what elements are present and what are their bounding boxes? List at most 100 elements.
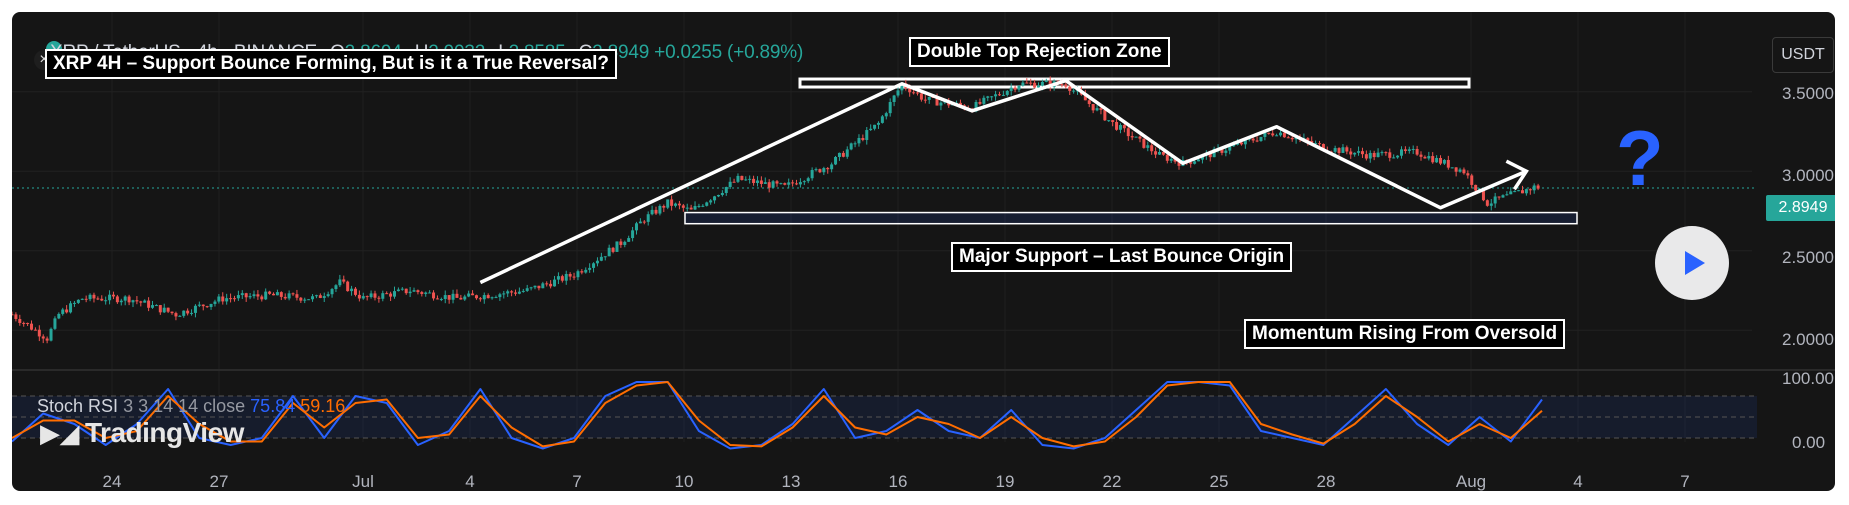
candle-body — [353, 288, 357, 295]
candle-body — [1029, 82, 1033, 84]
candle-body — [1290, 137, 1294, 140]
candle-body — [490, 297, 494, 299]
support-label: Major Support – Last Bounce Origin — [951, 242, 1293, 272]
candle-body — [927, 96, 931, 100]
question-mark: ? — [1616, 114, 1664, 202]
brand-label: TradingView — [85, 417, 244, 448]
candle-body — [1126, 128, 1130, 137]
candle-body — [158, 305, 162, 313]
candle-body — [545, 283, 549, 285]
candle-body — [221, 296, 225, 302]
candle-body — [88, 294, 92, 300]
trend-arrowhead — [1505, 159, 1529, 191]
candle-body — [373, 293, 377, 298]
candle-body — [1353, 152, 1357, 155]
candle-body — [1442, 159, 1446, 164]
candle-body — [1033, 82, 1037, 88]
candle-body — [1134, 136, 1138, 138]
candle-body — [580, 271, 584, 273]
currency-button[interactable]: USDT — [1772, 37, 1834, 73]
candle-body — [880, 116, 884, 123]
candle-body — [463, 296, 467, 300]
candle-body — [115, 296, 119, 303]
candle-body — [69, 303, 73, 313]
candle-body — [697, 205, 701, 207]
candle-body — [603, 256, 607, 258]
candle-body — [830, 164, 834, 170]
candle-body — [1255, 140, 1259, 142]
candle-body — [627, 238, 631, 242]
candle-body — [381, 293, 385, 299]
candle-body — [1509, 191, 1513, 195]
chart-canvas[interactable] — [12, 12, 1835, 491]
candle-body — [634, 223, 638, 231]
candle-body — [716, 194, 720, 197]
candle-body — [556, 276, 560, 280]
candle-body — [1165, 154, 1169, 161]
candle-body — [1524, 189, 1528, 194]
candle-body — [498, 294, 502, 298]
candle-body — [338, 279, 342, 286]
x-tick: 25 — [1209, 472, 1229, 491]
candle-body — [377, 297, 381, 299]
candle-body — [1173, 158, 1177, 162]
candle-body — [41, 336, 45, 339]
oscillator-params: 3 3 14 14 close — [123, 396, 246, 416]
x-tick: 13 — [781, 472, 801, 491]
candle-body — [759, 180, 763, 184]
candle-body — [1064, 84, 1068, 87]
candle-body — [849, 143, 853, 150]
candle-body — [884, 113, 888, 117]
candle-body — [248, 296, 252, 298]
candle-body — [201, 304, 205, 307]
candle-body — [1286, 137, 1290, 139]
candle-body — [76, 299, 80, 303]
candle-body — [826, 168, 830, 170]
candle-body — [1407, 149, 1411, 151]
candle-body — [892, 95, 896, 103]
candle-body — [428, 292, 432, 294]
candle-body — [272, 293, 276, 296]
candle-body — [990, 96, 994, 98]
candle-body — [447, 295, 451, 300]
candle-body — [814, 169, 818, 171]
candle-body — [1431, 156, 1435, 163]
candle-body — [1337, 148, 1341, 153]
candle-body — [1161, 151, 1165, 155]
candle-body — [818, 169, 822, 173]
candle-body — [139, 301, 143, 303]
candle-body — [935, 97, 939, 106]
candle-body — [408, 291, 412, 294]
candle-body — [853, 143, 857, 145]
candle-body — [919, 93, 923, 100]
candle-body — [923, 99, 927, 101]
candle-body — [229, 298, 233, 300]
candle-body — [459, 297, 463, 300]
candle-body — [650, 209, 654, 215]
candle-body — [143, 300, 147, 303]
candle-body — [1520, 190, 1524, 194]
candle-body — [1271, 133, 1275, 136]
y-tick: 3.5000 — [1782, 84, 1834, 103]
y-tick: 2.0000 — [1782, 330, 1834, 349]
candle-body — [1357, 151, 1361, 153]
candle-body — [599, 256, 603, 261]
candle-body — [1243, 138, 1247, 145]
candle-body — [18, 318, 22, 323]
candle-body — [822, 168, 826, 173]
candle-body — [1083, 94, 1087, 101]
x-tick: 7 — [572, 472, 582, 491]
candle-body — [482, 295, 486, 300]
play-button[interactable] — [1655, 226, 1729, 300]
candle-body — [982, 97, 986, 104]
candle-body — [681, 205, 685, 208]
candle-body — [1419, 154, 1423, 157]
candle-body — [45, 338, 49, 341]
candle-body — [619, 241, 623, 245]
candle-body — [400, 288, 404, 290]
candle-body — [506, 291, 510, 294]
candle-body — [1142, 138, 1146, 148]
candle-body — [1099, 108, 1103, 110]
candle-body — [174, 313, 178, 317]
candle-body — [1536, 185, 1540, 189]
